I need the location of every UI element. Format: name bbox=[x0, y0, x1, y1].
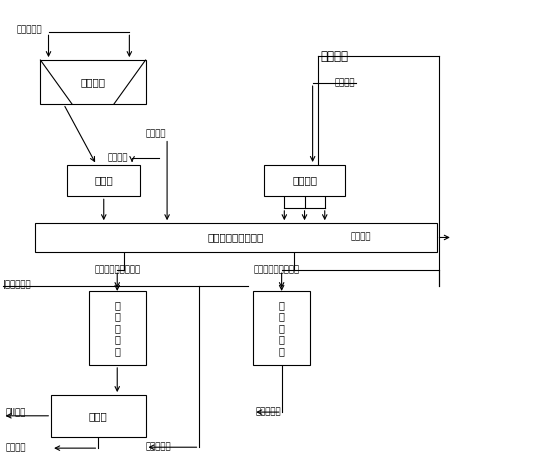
Bar bbox=[35, 223, 437, 252]
Text: 润滑水、洗涤水收集: 润滑水、洗涤水收集 bbox=[94, 266, 141, 275]
Text: 二段洗涤: 二段洗涤 bbox=[146, 129, 166, 139]
Text: 去布料器: 去布料器 bbox=[5, 444, 26, 453]
Text: |去真空系统: |去真空系统 bbox=[3, 280, 31, 289]
Text: 去II过程: 去II过程 bbox=[5, 407, 26, 417]
Text: 气
液
分
离
器: 气 液 分 离 器 bbox=[114, 300, 120, 356]
Bar bbox=[51, 395, 146, 437]
Text: 预干燥器: 预干燥器 bbox=[292, 176, 317, 186]
Text: 低盐重碱: 低盐重碱 bbox=[350, 232, 371, 241]
Bar bbox=[67, 165, 140, 196]
Text: 母液桶: 母液桶 bbox=[89, 411, 108, 421]
Text: 新鲜洗水: 新鲜洗水 bbox=[321, 50, 349, 63]
Bar bbox=[264, 165, 345, 196]
Text: 布料器: 布料器 bbox=[94, 176, 113, 186]
Text: 气
液
分
离
器: 气 液 分 离 器 bbox=[279, 300, 285, 356]
Bar bbox=[253, 291, 310, 365]
Bar bbox=[40, 60, 146, 104]
Text: 一段洗涤: 一段洗涤 bbox=[108, 153, 128, 163]
Text: 去一段洗涤: 去一段洗涤 bbox=[256, 407, 282, 417]
Text: 润滑水、滤布洗涤水: 润滑水、滤布洗涤水 bbox=[253, 266, 300, 275]
Text: 水平带式真空过滤机: 水平带式真空过滤机 bbox=[208, 232, 264, 243]
Text: 碳化出碱液: 碳化出碱液 bbox=[16, 25, 42, 35]
Text: 去二段洗涤: 去二段洗涤 bbox=[146, 443, 171, 452]
Text: 预浓缩器: 预浓缩器 bbox=[80, 77, 106, 87]
Text: 低压蒸汽: 低压蒸汽 bbox=[334, 79, 355, 88]
Bar bbox=[89, 291, 146, 365]
